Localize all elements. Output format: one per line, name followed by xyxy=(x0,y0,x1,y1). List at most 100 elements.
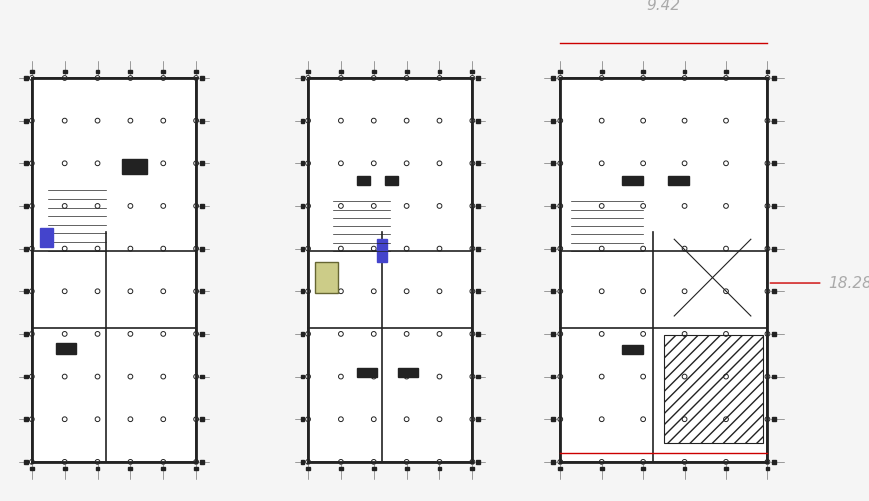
Circle shape xyxy=(469,459,474,464)
Bar xyxy=(24,246,28,250)
Bar xyxy=(551,332,554,336)
Bar xyxy=(301,332,304,336)
Circle shape xyxy=(764,76,769,80)
Bar xyxy=(772,161,775,165)
Circle shape xyxy=(338,203,343,208)
Bar xyxy=(437,466,441,470)
Circle shape xyxy=(681,332,687,336)
Circle shape xyxy=(161,289,165,294)
Circle shape xyxy=(723,289,727,294)
Bar xyxy=(558,466,561,470)
Circle shape xyxy=(338,459,343,464)
Circle shape xyxy=(557,203,562,208)
Circle shape xyxy=(681,289,687,294)
Bar xyxy=(640,70,644,73)
Circle shape xyxy=(95,76,100,80)
Circle shape xyxy=(30,374,34,379)
Circle shape xyxy=(681,246,687,251)
Circle shape xyxy=(128,459,133,464)
Circle shape xyxy=(640,332,645,336)
Bar xyxy=(621,176,642,185)
Circle shape xyxy=(723,417,727,422)
Circle shape xyxy=(128,76,133,80)
Circle shape xyxy=(436,459,441,464)
Circle shape xyxy=(640,76,645,80)
Circle shape xyxy=(30,118,34,123)
Circle shape xyxy=(469,161,474,166)
Circle shape xyxy=(404,459,408,464)
Circle shape xyxy=(723,246,727,251)
Circle shape xyxy=(30,246,34,251)
Circle shape xyxy=(436,118,441,123)
Circle shape xyxy=(95,246,100,251)
Circle shape xyxy=(194,459,198,464)
Circle shape xyxy=(723,374,727,379)
Bar xyxy=(765,466,768,470)
Circle shape xyxy=(371,459,375,464)
Bar xyxy=(161,466,165,470)
Bar xyxy=(385,176,398,185)
Circle shape xyxy=(194,118,198,123)
Bar xyxy=(200,290,203,293)
Circle shape xyxy=(371,161,375,166)
Bar xyxy=(560,78,766,462)
Circle shape xyxy=(128,289,133,294)
Bar xyxy=(24,161,28,165)
Bar xyxy=(551,119,554,123)
Circle shape xyxy=(404,161,408,166)
Circle shape xyxy=(469,374,474,379)
Bar xyxy=(306,466,309,470)
Bar xyxy=(63,70,67,73)
Bar xyxy=(339,466,342,470)
Bar xyxy=(621,345,642,354)
Bar xyxy=(551,375,554,378)
Circle shape xyxy=(681,76,687,80)
Circle shape xyxy=(95,417,100,422)
Circle shape xyxy=(723,161,727,166)
Bar xyxy=(357,368,376,377)
Circle shape xyxy=(194,246,198,251)
Bar xyxy=(122,159,147,174)
Circle shape xyxy=(128,203,133,208)
Bar xyxy=(772,246,775,250)
Bar xyxy=(475,76,479,80)
Circle shape xyxy=(95,161,100,166)
Circle shape xyxy=(681,459,687,464)
Bar xyxy=(470,466,474,470)
Circle shape xyxy=(30,203,34,208)
Circle shape xyxy=(371,76,375,80)
Bar xyxy=(551,460,554,464)
Circle shape xyxy=(404,289,408,294)
Circle shape xyxy=(305,118,310,123)
Bar xyxy=(96,70,99,73)
Circle shape xyxy=(371,289,375,294)
Circle shape xyxy=(557,246,562,251)
Bar xyxy=(129,466,132,470)
Bar xyxy=(63,466,67,470)
Circle shape xyxy=(640,289,645,294)
Circle shape xyxy=(63,417,67,422)
Bar xyxy=(371,466,375,470)
Circle shape xyxy=(161,374,165,379)
Circle shape xyxy=(640,118,645,123)
Circle shape xyxy=(640,417,645,422)
Circle shape xyxy=(194,289,198,294)
Circle shape xyxy=(305,417,310,422)
Bar xyxy=(663,335,762,443)
Bar xyxy=(301,246,304,250)
Circle shape xyxy=(161,161,165,166)
Circle shape xyxy=(305,161,310,166)
Bar xyxy=(301,375,304,378)
Circle shape xyxy=(161,118,165,123)
Circle shape xyxy=(305,76,310,80)
Circle shape xyxy=(161,76,165,80)
Bar xyxy=(30,70,34,73)
Circle shape xyxy=(640,374,645,379)
Circle shape xyxy=(599,417,603,422)
Bar xyxy=(551,417,554,421)
Circle shape xyxy=(305,374,310,379)
Bar xyxy=(475,460,479,464)
Bar xyxy=(24,290,28,293)
Circle shape xyxy=(764,332,769,336)
Bar xyxy=(551,76,554,80)
